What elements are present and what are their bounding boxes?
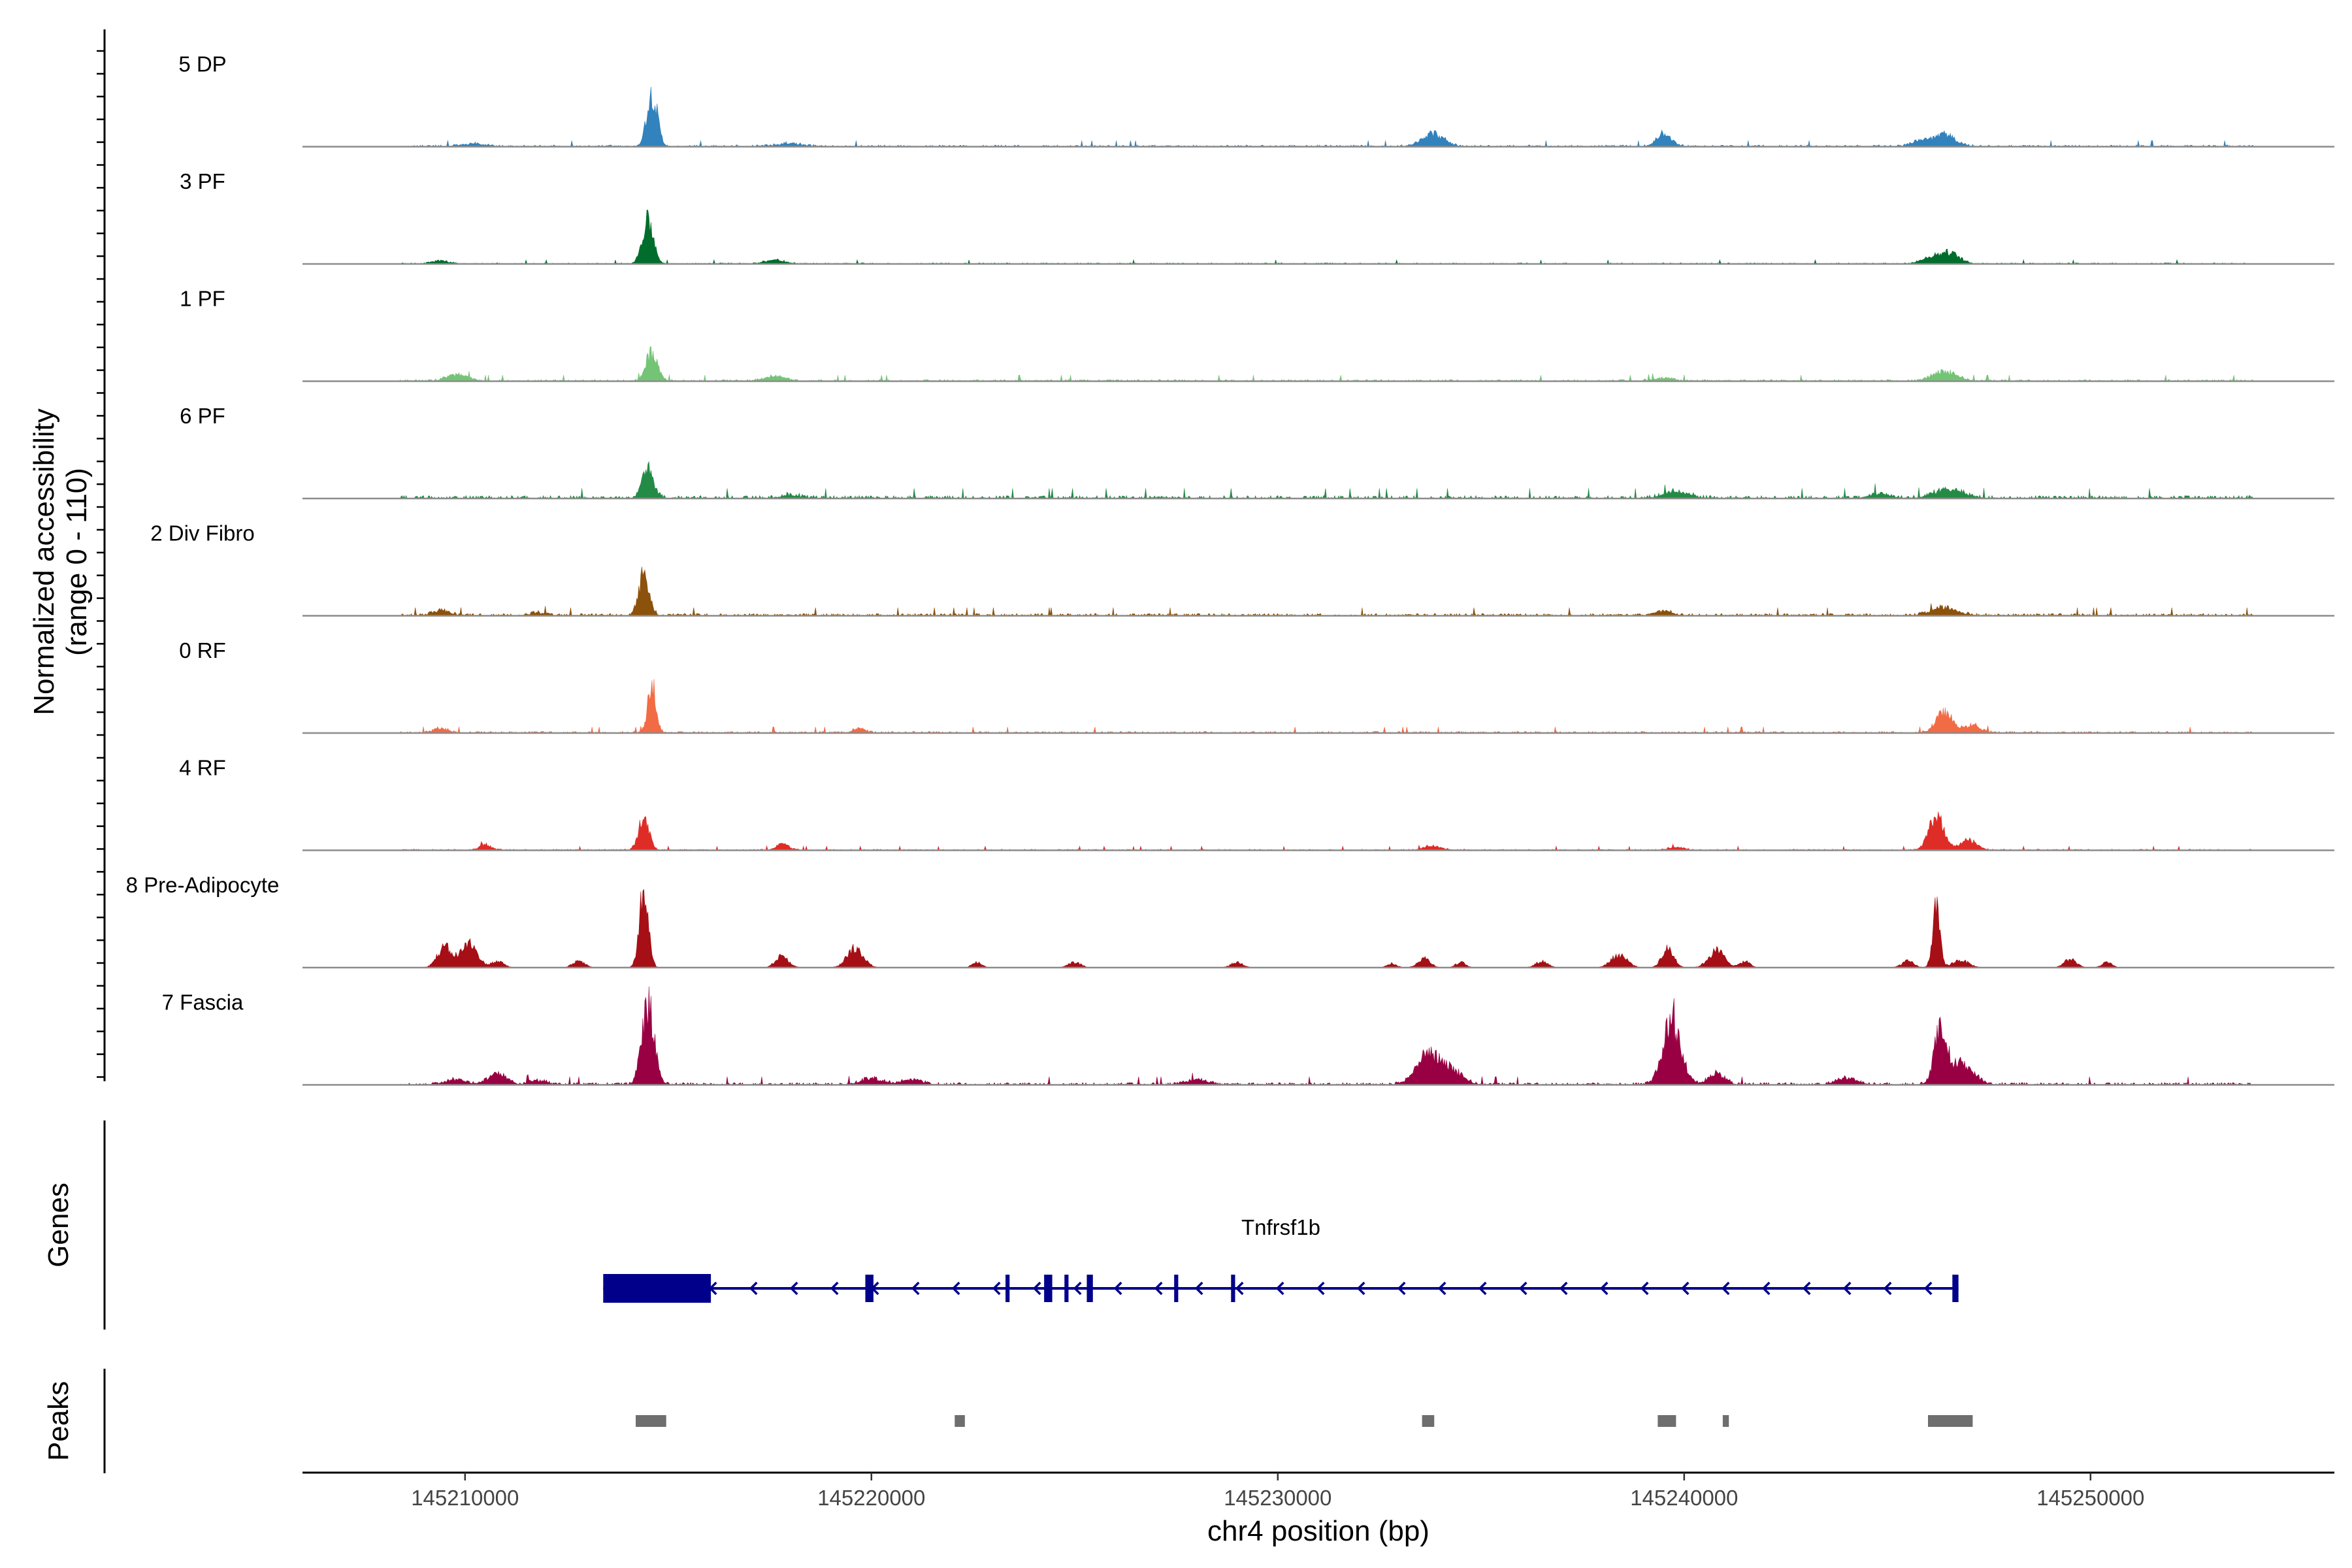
coverage-area	[399, 461, 2254, 500]
strand-arrow	[1923, 1281, 1933, 1296]
track-label: 1 PF	[180, 287, 225, 311]
coverage-area	[400, 209, 2253, 265]
strand-arrow	[1802, 1281, 1811, 1296]
coverage-area	[400, 566, 2254, 617]
track-8-pre-adipocyte: 8 Pre-Adipocyte	[126, 873, 2334, 969]
track-label: 6 PF	[180, 404, 225, 428]
strand-arrow	[1518, 1281, 1527, 1296]
peak-region	[1422, 1415, 1435, 1427]
peak-track	[636, 1415, 1973, 1427]
track-6-pf: 6 PF	[180, 404, 2334, 500]
gene-exon	[1952, 1275, 1959, 1302]
gene-exon	[1086, 1275, 1093, 1302]
strand-arrow	[1680, 1281, 1690, 1296]
track-label: 0 RF	[179, 638, 226, 662]
x-tick-label: 145220000	[817, 1486, 925, 1510]
peak-region	[1658, 1415, 1676, 1427]
track-1-pf: 1 PF	[180, 287, 2334, 382]
track-label: 2 Div Fibro	[150, 521, 255, 546]
strand-arrow	[1113, 1281, 1122, 1296]
x-axis: 145210000 145220000 145230000 145240000 1452…	[411, 1473, 2144, 1510]
strand-arrow	[1073, 1281, 1082, 1296]
strand-arrow	[1559, 1281, 1568, 1296]
strand-arrow	[1194, 1281, 1203, 1296]
strand-arrow	[1032, 1281, 1041, 1296]
x-tick-label: 145250000	[2036, 1486, 2144, 1510]
gene-exon	[1231, 1275, 1235, 1302]
track-label: 4 RF	[179, 756, 226, 780]
gene-exon	[1005, 1275, 1010, 1302]
gene-exon	[603, 1274, 711, 1303]
gene-exon	[1044, 1275, 1053, 1302]
strand-arrow	[1356, 1281, 1365, 1296]
strand-arrow	[1316, 1281, 1325, 1296]
coverage-area	[400, 811, 2253, 851]
strand-arrow	[1397, 1281, 1406, 1296]
gene-exon	[1174, 1275, 1179, 1302]
coverage-area	[400, 889, 2253, 968]
strand-arrow	[1437, 1281, 1446, 1296]
strand-arrow	[1761, 1281, 1771, 1296]
peak-region	[1928, 1415, 1973, 1427]
y-axis-title-line1: Normalized accessibility	[28, 408, 60, 715]
strand-arrow	[830, 1281, 839, 1296]
gene-exon	[1064, 1275, 1069, 1302]
track-label: 3 PF	[180, 169, 225, 193]
gene-exon	[865, 1275, 874, 1302]
track-3-pf: 3 PF	[180, 169, 2334, 265]
strand-arrow	[789, 1281, 798, 1296]
track-label: 8 Pre-Adipocyte	[126, 873, 280, 897]
strand-arrow	[911, 1281, 920, 1296]
x-tick-label: 145210000	[411, 1486, 519, 1510]
strand-arrow	[1599, 1281, 1609, 1296]
peak-region	[955, 1415, 965, 1427]
x-axis-title: chr4 position (bp)	[1207, 1515, 1429, 1547]
track-7-fascia: 7 Fascia	[162, 986, 2334, 1086]
track-2-div-fibro: 2 Div Fibro	[150, 521, 2334, 617]
strand-arrow	[749, 1281, 758, 1296]
strand-arrow	[1721, 1281, 1730, 1296]
peak-region	[636, 1415, 666, 1427]
y-axis-title-line2: (range 0 - 110)	[61, 468, 93, 656]
coverage-area	[400, 346, 2253, 382]
genes-panel-label: Genes	[42, 1183, 74, 1267]
x-tick-label: 145240000	[1630, 1486, 1738, 1510]
strand-arrow	[1842, 1281, 1852, 1296]
coverage-tracks: 5 DP 3 PF 1 PF 6 PF 2 Div Fibro 0 RF 4 RF 8 Pre…	[126, 52, 2334, 1086]
peaks-panel-label: Peaks	[42, 1381, 74, 1461]
track-5-dp: 5 DP	[178, 52, 2334, 148]
y-axis-ticks	[97, 50, 105, 1078]
coverage-area	[399, 986, 2253, 1086]
strand-arrow	[951, 1281, 960, 1296]
strand-arrow	[1154, 1281, 1163, 1296]
strand-arrow	[992, 1281, 1001, 1296]
strand-arrow	[1235, 1281, 1244, 1296]
peak-region	[1722, 1415, 1729, 1427]
strand-arrow	[1883, 1281, 1892, 1296]
track-label: 7 Fascia	[162, 990, 244, 1015]
track-4-rf: 4 RF	[179, 756, 2334, 851]
gene-track	[603, 1274, 1959, 1303]
coverage-area	[399, 679, 2253, 734]
track-0-rf: 0 RF	[179, 638, 2334, 734]
gene-name-label: Tnfrsf1b	[1241, 1215, 1320, 1239]
x-tick-label: 145230000	[1224, 1486, 1331, 1510]
coverage-area	[400, 86, 2253, 148]
strand-arrow	[1478, 1281, 1487, 1296]
strand-arrow	[1640, 1281, 1649, 1296]
strand-arrow	[1275, 1281, 1284, 1296]
track-label: 5 DP	[178, 52, 226, 76]
